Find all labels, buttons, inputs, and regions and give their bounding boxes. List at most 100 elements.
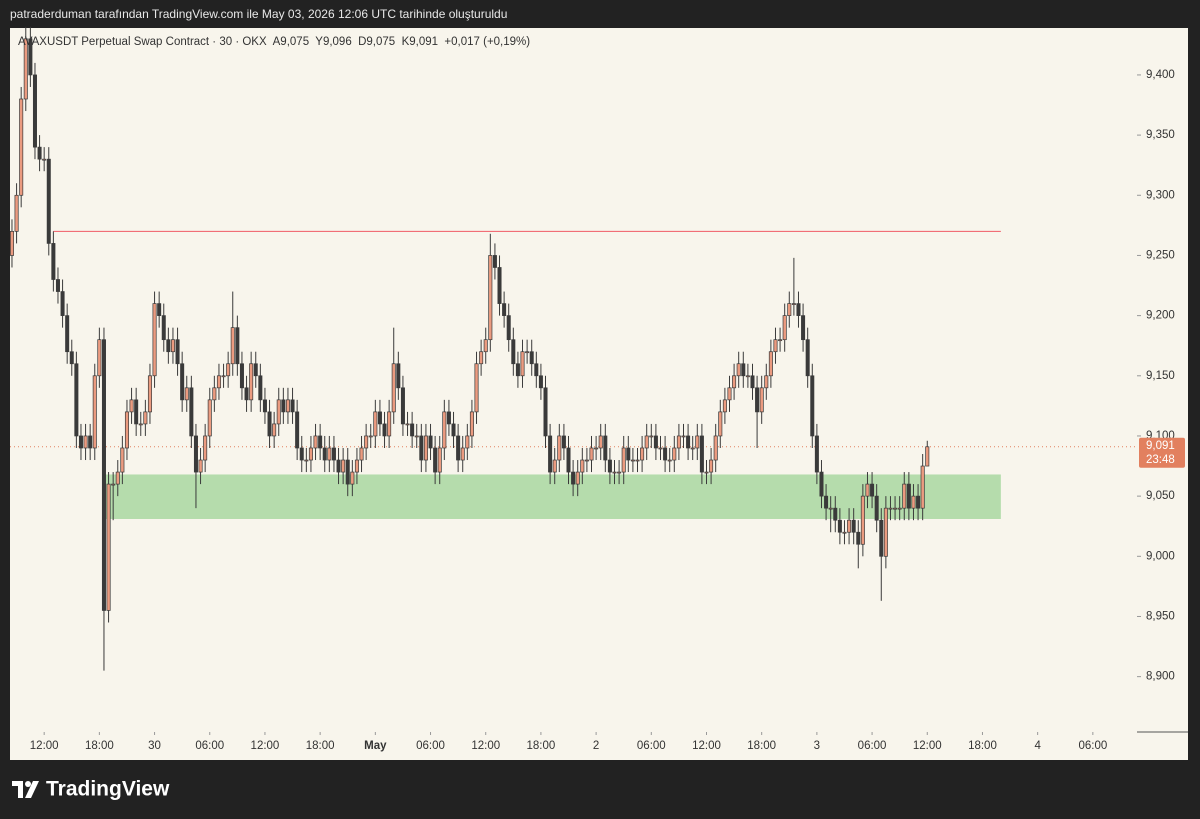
candle-body: [46, 158, 51, 244]
candle-body: [400, 387, 405, 425]
candle-body: [584, 459, 589, 462]
candle-body: [451, 423, 456, 437]
candle-body: [483, 339, 488, 353]
candle-body: [791, 303, 796, 305]
candle-body: [226, 363, 231, 377]
header: patraderduman tarafından TradingView.com…: [10, 7, 507, 21]
x-tick-label: 18:00: [747, 740, 776, 752]
candle-body: [736, 363, 741, 377]
candle-body: [801, 315, 806, 341]
y-tick-label: 9,350: [1146, 129, 1175, 141]
candle-body: [189, 387, 194, 437]
candle-body: [74, 363, 79, 437]
candle-body: [193, 435, 198, 473]
candle-body: [810, 375, 815, 437]
candle-body: [925, 446, 930, 467]
candle-body: [617, 471, 622, 474]
y-tick-label: 9,200: [1146, 310, 1175, 322]
y-tick-label: 9,050: [1146, 490, 1175, 502]
candle-body: [916, 495, 921, 509]
candle-body: [134, 399, 139, 425]
candle-body: [552, 459, 557, 473]
candle-body: [143, 411, 148, 425]
x-tick-label: 12:00: [471, 740, 500, 752]
candle-body: [897, 507, 902, 510]
candle-body: [635, 459, 640, 462]
candle-body: [465, 435, 470, 449]
candle-body: [387, 411, 392, 437]
y-tick-label: 8,900: [1146, 671, 1175, 683]
candle-body: [161, 315, 166, 341]
candle-body: [580, 459, 585, 473]
candle-body: [865, 483, 870, 497]
candle-body: [709, 459, 714, 473]
candle-body: [152, 303, 157, 377]
candle-body: [640, 447, 645, 461]
y-tick-label: 9,250: [1146, 249, 1175, 261]
candle-body: [239, 363, 244, 389]
candle-body: [19, 98, 24, 196]
candle-body: [9, 231, 14, 256]
candle-body: [368, 435, 373, 438]
candle-body: [607, 459, 612, 473]
x-tick-label: 2: [593, 740, 599, 752]
candle-body: [741, 363, 746, 377]
y-tick-label: 9,150: [1146, 370, 1175, 382]
candle-body: [42, 158, 47, 161]
candle-body: [28, 38, 33, 76]
candle-body: [336, 459, 341, 473]
candle-body: [502, 303, 507, 316]
candle-body: [681, 435, 686, 438]
candle-body: [318, 435, 323, 449]
candle-body: [147, 375, 152, 413]
candle-body: [258, 375, 263, 401]
candle-body: [69, 351, 74, 365]
candle-body: [65, 315, 70, 353]
candle-body: [474, 363, 479, 413]
candle-body: [428, 435, 433, 449]
candle-body: [479, 351, 484, 365]
candle-body: [773, 339, 778, 353]
candle-body: [166, 339, 171, 353]
candle-body: [78, 435, 83, 449]
candle-body: [511, 339, 516, 365]
candle-body: [382, 423, 387, 437]
candle-body: [750, 375, 755, 389]
candle-body: [359, 447, 364, 461]
candle-body: [649, 435, 654, 438]
candle-body: [267, 411, 272, 437]
candle-body: [630, 459, 635, 462]
candle-body: [594, 447, 599, 450]
candle-body: [460, 447, 465, 461]
candle-body: [561, 435, 566, 449]
candle-body: [60, 291, 65, 316]
candle-body: [51, 243, 56, 280]
candle-body: [888, 507, 893, 510]
candle-body: [589, 447, 594, 461]
candle-body: [120, 447, 125, 473]
candle-body: [837, 519, 842, 533]
candle-body: [14, 194, 19, 232]
candle-body: [157, 303, 162, 316]
x-tick-label: 06:00: [416, 740, 445, 752]
candle-body: [405, 423, 410, 426]
candle-body: [566, 447, 571, 473]
x-tick-label: 06:00: [637, 740, 666, 752]
x-tick-label: 06:00: [1078, 740, 1107, 752]
candle-body: [373, 411, 378, 437]
logo-mark: [12, 781, 39, 798]
x-tick-label: 06:00: [195, 740, 224, 752]
candle-body: [870, 483, 875, 497]
candle-body: [520, 351, 525, 377]
candle-body: [290, 399, 295, 413]
candle-body: [911, 495, 916, 509]
candle-body: [354, 459, 359, 473]
candle-body: [101, 339, 106, 611]
candle-body: [198, 459, 203, 473]
candle-body: [851, 519, 856, 533]
candle-body: [230, 327, 235, 365]
candle-body: [768, 351, 773, 377]
candle-body: [249, 363, 254, 401]
